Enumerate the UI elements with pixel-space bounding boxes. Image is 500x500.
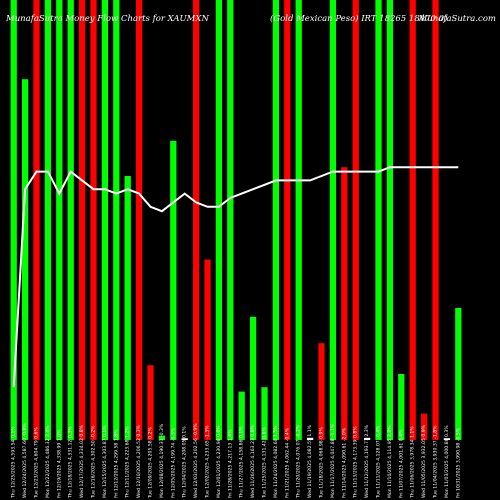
tick-label-16: Wed 12/03/2025 4,202.56 -0.9% (193, 423, 199, 498)
bar-2 (33, 0, 40, 440)
tick-label-36: Wed 11/05/2025 3,932.05 0.9% (421, 424, 427, 498)
bar-3 (44, 0, 52, 440)
bar-11 (135, 0, 143, 440)
tick-label-8: Mon 12/15/2025 4,303.87 0.1% (102, 425, 108, 498)
tick-label-5: Thu 12/18/2025 4,331.12 0.3% (68, 426, 74, 499)
bar-13 (158, 435, 166, 440)
tick-label-17: Tue 12/02/2025 4,233.65 -1.3% (205, 425, 211, 499)
tick-label-6: Wed 12/17/2025 4,334.02 0.8% (79, 424, 85, 498)
bar-17 (204, 259, 211, 440)
tick-label-24: Fri 11/21/2025 4,062.44 -0.4% (284, 427, 290, 498)
bar-35 (409, 0, 416, 440)
tick-label-38: Mon 11/03/2025 4,000.86 0.3% (444, 425, 450, 498)
bar-36 (420, 413, 428, 440)
bar-37 (432, 0, 439, 440)
price-line (12, 166, 459, 388)
bar-9 (113, 0, 120, 440)
bar-20 (238, 391, 245, 440)
tick-label-18: Mon 12/01/2025 4,230.96 0.6% (216, 425, 222, 498)
tick-label-11: Wed 12/10/2025 4,206.52 0.3% (136, 424, 142, 498)
bar-14 (170, 140, 177, 441)
tick-label-25: Thu 11/20/2025 4,076.07 -0.2% (296, 424, 302, 499)
bar-29 (341, 167, 348, 440)
bar-18 (215, 0, 223, 440)
bar-5 (67, 0, 74, 440)
bar-12 (147, 365, 154, 440)
bar-38 (443, 438, 451, 440)
tick-label-28: Mon 11/17/2025 4,047.88 -1.1% (330, 423, 336, 498)
bar-25 (295, 0, 302, 440)
tick-label-19: Fri 11/28/2025 4,217.13 1.4% (227, 429, 233, 498)
tick-label-3: Mon 12/22/2025 4,486.32 2.4% (45, 425, 51, 498)
bar-34 (398, 374, 405, 440)
bar-21 (249, 316, 257, 440)
tick-label-37: Tue 11/04/2025 3,930.37 -1.8% (433, 425, 439, 499)
tick-label-2: Tue 12/23/2025 4,604.79 0.6% (34, 427, 40, 499)
tick-label-20: Thu 11/27/2025 4,158.86 0.1% (239, 426, 245, 499)
tick-label-9: Fri 12/12/2025 4,299.58 1.8% (113, 429, 119, 498)
bar-7 (90, 0, 97, 440)
tick-label-32: Tue 11/11/2025 4,128.07 -0.4% (376, 425, 382, 499)
bar-15 (181, 438, 188, 440)
site-watermark: MunafaSutra.com (418, 14, 496, 24)
tick-label-31: Wed 11/12/2025 4,193.71 2.3% (364, 424, 370, 498)
tick-label-15: Thu 12/04/2025 4,208.05 0.1% (182, 426, 188, 499)
tick-label-35: Thu 11/06/2025 3,978.34 1.1% (410, 426, 416, 499)
tick-label-29: Fri 11/14/2025 4,090.61 -2.0% (341, 427, 347, 498)
bar-26 (306, 437, 314, 440)
tick-label-34: Fri 11/07/2025 4,001.61 0.4% (398, 429, 404, 498)
bar-27 (318, 343, 325, 440)
tick-label-12: Tue 12/09/2025 4,205.58 0.2% (148, 427, 154, 499)
tick-label-1: Wed 12/24/2025 4,587.60 -0.8% (22, 423, 28, 498)
chart-title-left: MunafaSutra Money Flow Charts for XAUMXN (6, 14, 209, 24)
bar-22 (261, 387, 268, 440)
x-tick-labels: Thu 12/25/2025 4,593.54 0.1% Wed 12/24/20… (11, 423, 462, 499)
tick-label-27: Tue 11/18/2025 4,068.98 0.9% (319, 427, 325, 499)
tick-label-4: Fri 12/19/2025 4,338.99 1.0% (56, 429, 62, 498)
tick-label-33: Mon 11/10/2025 4,114.95 2.8% (387, 425, 393, 498)
tick-label-7: Tue 12/16/2025 4,302.50 -0.2% (91, 425, 97, 499)
tick-label-14: Fri 12/05/2025 4,199.74 -0.3% (170, 427, 176, 498)
tick-label-39: Fri 10/31/2025 3,990.98 -0.5% (455, 427, 461, 498)
bar-19 (227, 0, 234, 440)
bar-16 (192, 0, 200, 440)
bar-0 (10, 0, 17, 440)
tick-label-21: Wed 11/26/2025 4,163.23 0.8% (250, 424, 256, 498)
bar-6 (78, 0, 86, 440)
bar-group (10, 0, 462, 441)
bar-31 (363, 437, 371, 440)
bar-24 (284, 0, 291, 440)
bar-30 (352, 0, 359, 440)
bar-8 (101, 0, 109, 440)
tick-label-30: Thu 11/13/2025 4,173.39 0.8% (353, 426, 359, 499)
bar-39 (455, 308, 462, 440)
tick-label-10: Thu 12/11/2025 4,223.68 1.2% (125, 426, 131, 499)
bar-10 (124, 176, 131, 440)
bar-1 (21, 79, 29, 440)
bar-23 (272, 0, 280, 440)
tick-label-26: Wed 11/19/2025 4,082.55 1.1% (307, 424, 313, 498)
tick-label-23: Mon 11/24/2025 4,082.60 1.5% (273, 425, 279, 498)
tick-label-22: Tue 11/25/2025 4,131.42 0.6% (262, 427, 268, 499)
bar-28 (329, 0, 337, 440)
chart-title-right: (Gold Mexican Peso) IRT 18265 18470 0) (270, 14, 448, 24)
bar-33 (386, 0, 394, 440)
bar-4 (56, 0, 63, 440)
tick-label-13: Mon 12/08/2025 4,190.31 -0.3% (159, 423, 165, 498)
tick-label-0: Thu 12/25/2025 4,593.54 0.1% (11, 426, 17, 499)
bar-32 (375, 0, 382, 440)
